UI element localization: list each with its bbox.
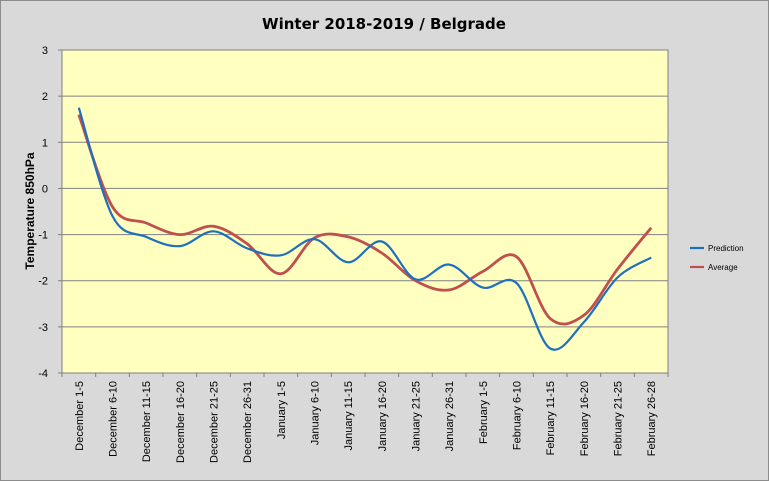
legend: Prediction Average — [690, 244, 744, 272]
x-tick-label: January 21-25 — [411, 381, 423, 451]
x-tick-label: February 6-10 — [512, 381, 524, 450]
y-tick-label: -1 — [38, 230, 48, 242]
x-tick-label: December 16-20 — [175, 381, 187, 463]
chart-title: Winter 2018-2019 / Belgrade — [262, 15, 506, 33]
plot-area — [61, 49, 669, 374]
x-tick-label: February 11-15 — [545, 381, 557, 455]
x-tick-label: December 11-15 — [141, 381, 153, 462]
x-tick-label: December 26-31 — [242, 381, 254, 463]
series-line-prediction — [77, 107, 652, 351]
y-tick-label: -3 — [38, 322, 48, 334]
y-tick-label: 1 — [42, 137, 48, 149]
x-tick-label: February 16-20 — [579, 381, 591, 456]
x-tick-label: February 1-5 — [478, 381, 490, 444]
x-tick-label: January 16-20 — [377, 381, 389, 451]
y-tick-label: 2 — [42, 91, 48, 103]
y-tick-label: 3 — [42, 45, 48, 57]
x-tick-label: December 21-25 — [209, 381, 221, 463]
x-tick-label: December 6-10 — [108, 381, 120, 457]
series-line-average — [77, 114, 653, 326]
y-tick-label: -2 — [38, 276, 48, 288]
x-tick-label: December 1-5 — [74, 381, 86, 451]
y-tick-label: 0 — [42, 183, 48, 195]
x-tick-label: January 6-10 — [310, 381, 322, 445]
y-tick-label: -4 — [38, 368, 48, 380]
x-tick-label: February 21-25 — [613, 381, 625, 456]
x-tick-label: January 11-15 — [343, 381, 355, 451]
legend-label: Prediction — [708, 244, 744, 253]
x-tick-label: January 1-5 — [276, 381, 288, 439]
x-tick-label: January 26-31 — [444, 381, 456, 451]
x-tick-label: February 26-28 — [646, 381, 658, 456]
legend-label: Average — [708, 263, 738, 272]
y-axis-label: Temperature 850hPa — [23, 152, 37, 269]
